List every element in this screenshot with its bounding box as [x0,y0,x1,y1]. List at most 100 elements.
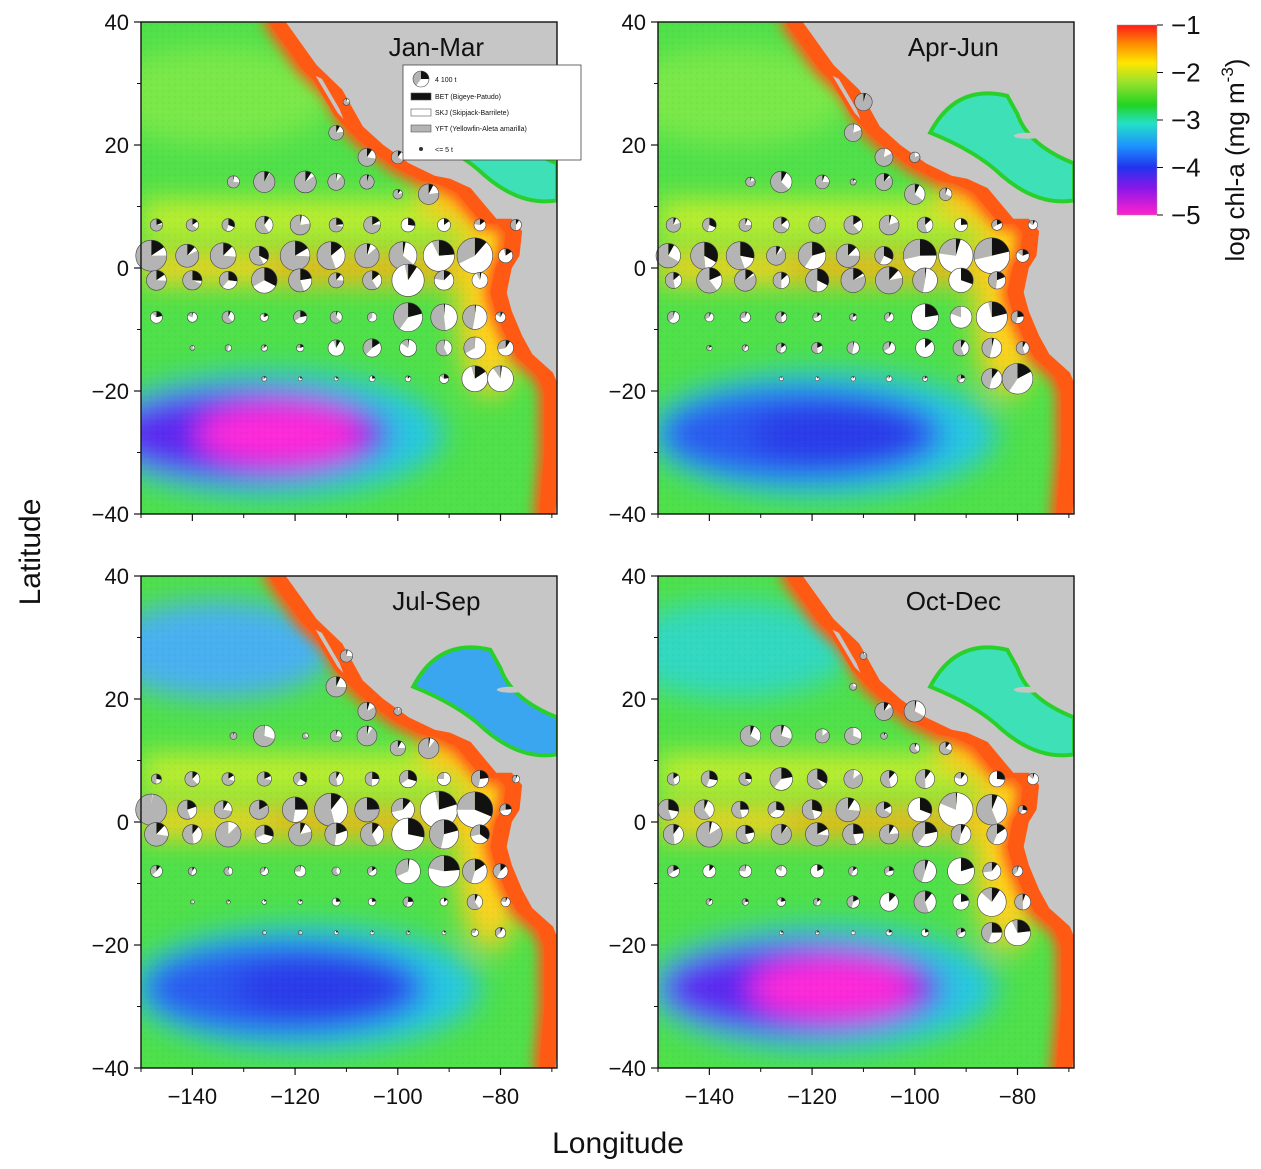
catch-pie [392,189,403,200]
catch-pie [224,344,232,352]
y-tick-label: −40 [92,502,129,527]
catch-pie [430,303,458,331]
catch-pie [913,890,937,914]
catch-pie [221,310,235,324]
catch-pie [213,800,233,819]
catch-pie [738,218,752,232]
catch-pie [356,725,378,747]
catch-pie [875,801,893,818]
catch-pie [842,823,864,846]
catch-pie [840,267,866,293]
x-axis-title: Longitude [552,1127,684,1160]
y-tick-label: −20 [92,933,129,958]
catch-pie [328,217,344,233]
catch-pie [702,864,717,878]
catch-pie [693,799,715,820]
catch-pie [954,772,968,786]
catch-pie [399,339,417,357]
catch-pie [922,375,929,382]
catch-pie [339,649,353,663]
catch-pie [885,929,893,937]
catch-pie [462,304,488,330]
catch-pie [775,865,788,878]
catch-pie [327,339,345,357]
catch-pie [880,770,898,788]
catch-pie [391,797,415,822]
catch-pie [182,270,203,291]
catch-pie [182,824,203,845]
legend-entry-label: SKJ (Skipjack-Barrilete) [435,110,509,117]
catch-pie [369,930,375,936]
catch-pie [456,791,494,828]
catch-pie [909,742,921,754]
catch-pie [393,707,403,716]
cuba-island [1013,686,1042,693]
season-label: Jul-Sep [392,586,480,616]
catch-pie [219,271,238,290]
catch-pie [849,313,858,322]
catch-pie [497,339,514,357]
season-label: Oct-Dec [906,586,1001,616]
catch-pie [705,898,713,906]
catch-pie [393,302,423,332]
catch-pie [667,864,680,878]
catch-pie [256,771,272,787]
catch-pie [696,821,723,848]
catch-pie [226,899,231,905]
catch-pie [261,375,268,382]
catch-pie [739,725,762,747]
catch-pie [909,151,921,163]
catch-pie [667,310,680,324]
cuba-island [496,686,525,693]
catch-pie [367,312,378,323]
catch-pie [333,930,339,936]
catch-pie [439,897,449,907]
catch-pie [364,771,380,787]
caribbean-sea [410,645,557,758]
catch-pie [770,724,793,748]
catch-pie [663,823,684,845]
catch-pie [808,216,826,234]
catch-pie [357,147,377,167]
catch-pie [390,150,405,165]
map-panel-apr-jun: Apr-Jun 40 20 0 −20 −40 [609,10,1075,527]
catch-pie [404,375,412,382]
catch-pie [734,269,757,292]
legend-swatch [410,108,432,117]
catch-pie [1011,865,1024,877]
catch-pie [874,246,894,266]
catch-pie [261,899,267,905]
catch-pie [316,241,346,271]
catch-pie [948,267,974,293]
catch-pie [739,311,751,323]
catch-pie [811,342,824,354]
catch-pie [422,239,455,272]
catch-pie [772,271,790,289]
catch-pie [367,897,377,907]
catch-pie [328,272,345,289]
catch-pie [915,338,935,358]
catch-pie [177,799,198,820]
catch-pie [850,930,856,936]
catch-pie [471,272,489,289]
catch-pie [844,123,863,142]
catch-pie [435,339,453,357]
catch-pie [297,899,303,905]
catch-pie [843,769,863,789]
catch-pie [882,341,896,355]
catch-pie [975,301,1008,334]
catch-pie [666,772,680,786]
catch-pies [657,652,1039,947]
catch-pie [297,376,303,382]
catch-pie [879,824,900,845]
colorbar-tick-label: −5 [1171,200,1201,230]
catch-pie [498,248,514,264]
catch-pie [418,183,440,205]
catch-pie [696,267,723,294]
legend-swatch [410,124,432,133]
catch-pie [209,242,237,269]
catch-pie [770,823,792,845]
catch-pie [875,266,904,295]
catch-pie [704,312,715,323]
